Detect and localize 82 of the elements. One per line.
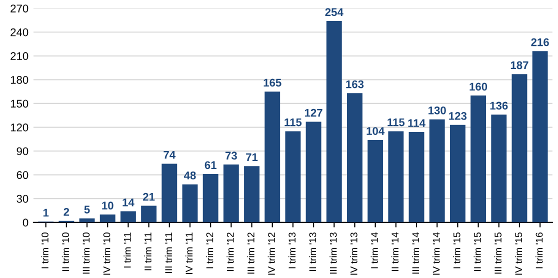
x-tick-label: II trim '13 (309, 232, 316, 271)
y-tick-label: 150 (10, 100, 28, 108)
x-tick-label: II trim '10 (62, 232, 70, 271)
data-label: 254 (325, 8, 344, 16)
data-label: 130 (428, 106, 446, 114)
bar (408, 132, 424, 222)
data-label: 136 (490, 102, 508, 110)
data-label: 127 (304, 108, 322, 117)
x-tick-label: III trim '15 (494, 232, 502, 274)
data-label: 71 (246, 153, 258, 162)
x-tick-label: I trim '16 (536, 232, 543, 268)
data-label: 5 (84, 206, 90, 214)
y-tick-label: 240 (10, 28, 28, 36)
bar (120, 211, 136, 222)
x-tick-label: IV trim '13 (350, 232, 358, 275)
data-label: 216 (531, 38, 549, 46)
x-tick-label: III trim '13 (330, 232, 337, 274)
data-label: 165 (264, 78, 282, 87)
y-tick-label: 60 (16, 171, 28, 179)
x-tick-label: III trim '12 (247, 232, 254, 274)
bar (326, 21, 342, 222)
bar (264, 92, 280, 222)
x-tick-label: IV trim '12 (268, 232, 275, 275)
data-label: 61 (204, 161, 216, 170)
bar (244, 166, 260, 222)
y-tick-label: 180 (10, 76, 28, 84)
bar (491, 114, 507, 222)
data-label: 115 (284, 118, 302, 126)
x-tick-label: IV trim '11 (185, 232, 193, 274)
y-tick-label: 30 (16, 194, 28, 203)
x-tick-label: I trim '11 (124, 232, 131, 268)
data-label: 114 (408, 119, 426, 127)
y-tick-label: 0 (22, 218, 28, 227)
bar (306, 122, 322, 222)
data-label: 73 (225, 152, 237, 160)
data-label: 2 (64, 208, 70, 216)
bar (470, 96, 486, 222)
bar (202, 174, 218, 222)
data-label: 14 (122, 198, 134, 206)
x-tick-label: II trim '11 (144, 232, 152, 270)
bar (347, 93, 362, 222)
data-label: 74 (164, 151, 176, 159)
y-tick-label: 120 (10, 124, 28, 132)
x-tick-label: IV trim '10 (103, 232, 110, 275)
data-label: 48 (184, 172, 196, 180)
x-tick-label: III trim '10 (82, 232, 90, 274)
x-tick-label: II trim '15 (474, 232, 481, 271)
x-tick-label: III trim '11 (164, 232, 172, 273)
bar (162, 164, 178, 222)
bar (182, 184, 198, 222)
bar (532, 51, 548, 222)
x-tick-label: I trim '13 (288, 232, 296, 268)
bar (285, 131, 301, 222)
x-tick-label: I trim '14 (370, 232, 378, 268)
bar (512, 74, 528, 222)
data-label: 163 (346, 80, 364, 88)
bar (223, 164, 239, 222)
data-label: 104 (366, 127, 385, 135)
bar (368, 140, 384, 222)
x-tick-label: I trim '12 (206, 232, 214, 268)
bar (450, 124, 466, 222)
data-label: 160 (470, 82, 488, 91)
data-label: 115 (388, 118, 405, 126)
bar (388, 131, 404, 222)
y-tick-label: 210 (10, 52, 28, 60)
x-tick-label: III trim '14 (412, 232, 420, 274)
data-label: 123 (449, 112, 467, 120)
x-tick-label: II trim '12 (226, 232, 234, 271)
x-tick-label: IV trim '14 (432, 232, 440, 275)
y-tick-label: 270 (10, 4, 28, 12)
y-tick-label: 90 (16, 147, 28, 156)
data-label: 187 (510, 61, 528, 70)
bar (100, 214, 116, 222)
x-tick-label: II trim '14 (391, 232, 399, 271)
x-tick-label: I trim '10 (41, 232, 48, 268)
data-label: 21 (143, 192, 155, 201)
x-tick-label: IV trim '15 (514, 232, 522, 275)
data-label: 1 (43, 208, 49, 217)
x-tick-label: I trim '15 (453, 232, 460, 268)
bar (141, 206, 157, 222)
bar (429, 119, 445, 222)
data-label: 10 (102, 202, 114, 210)
